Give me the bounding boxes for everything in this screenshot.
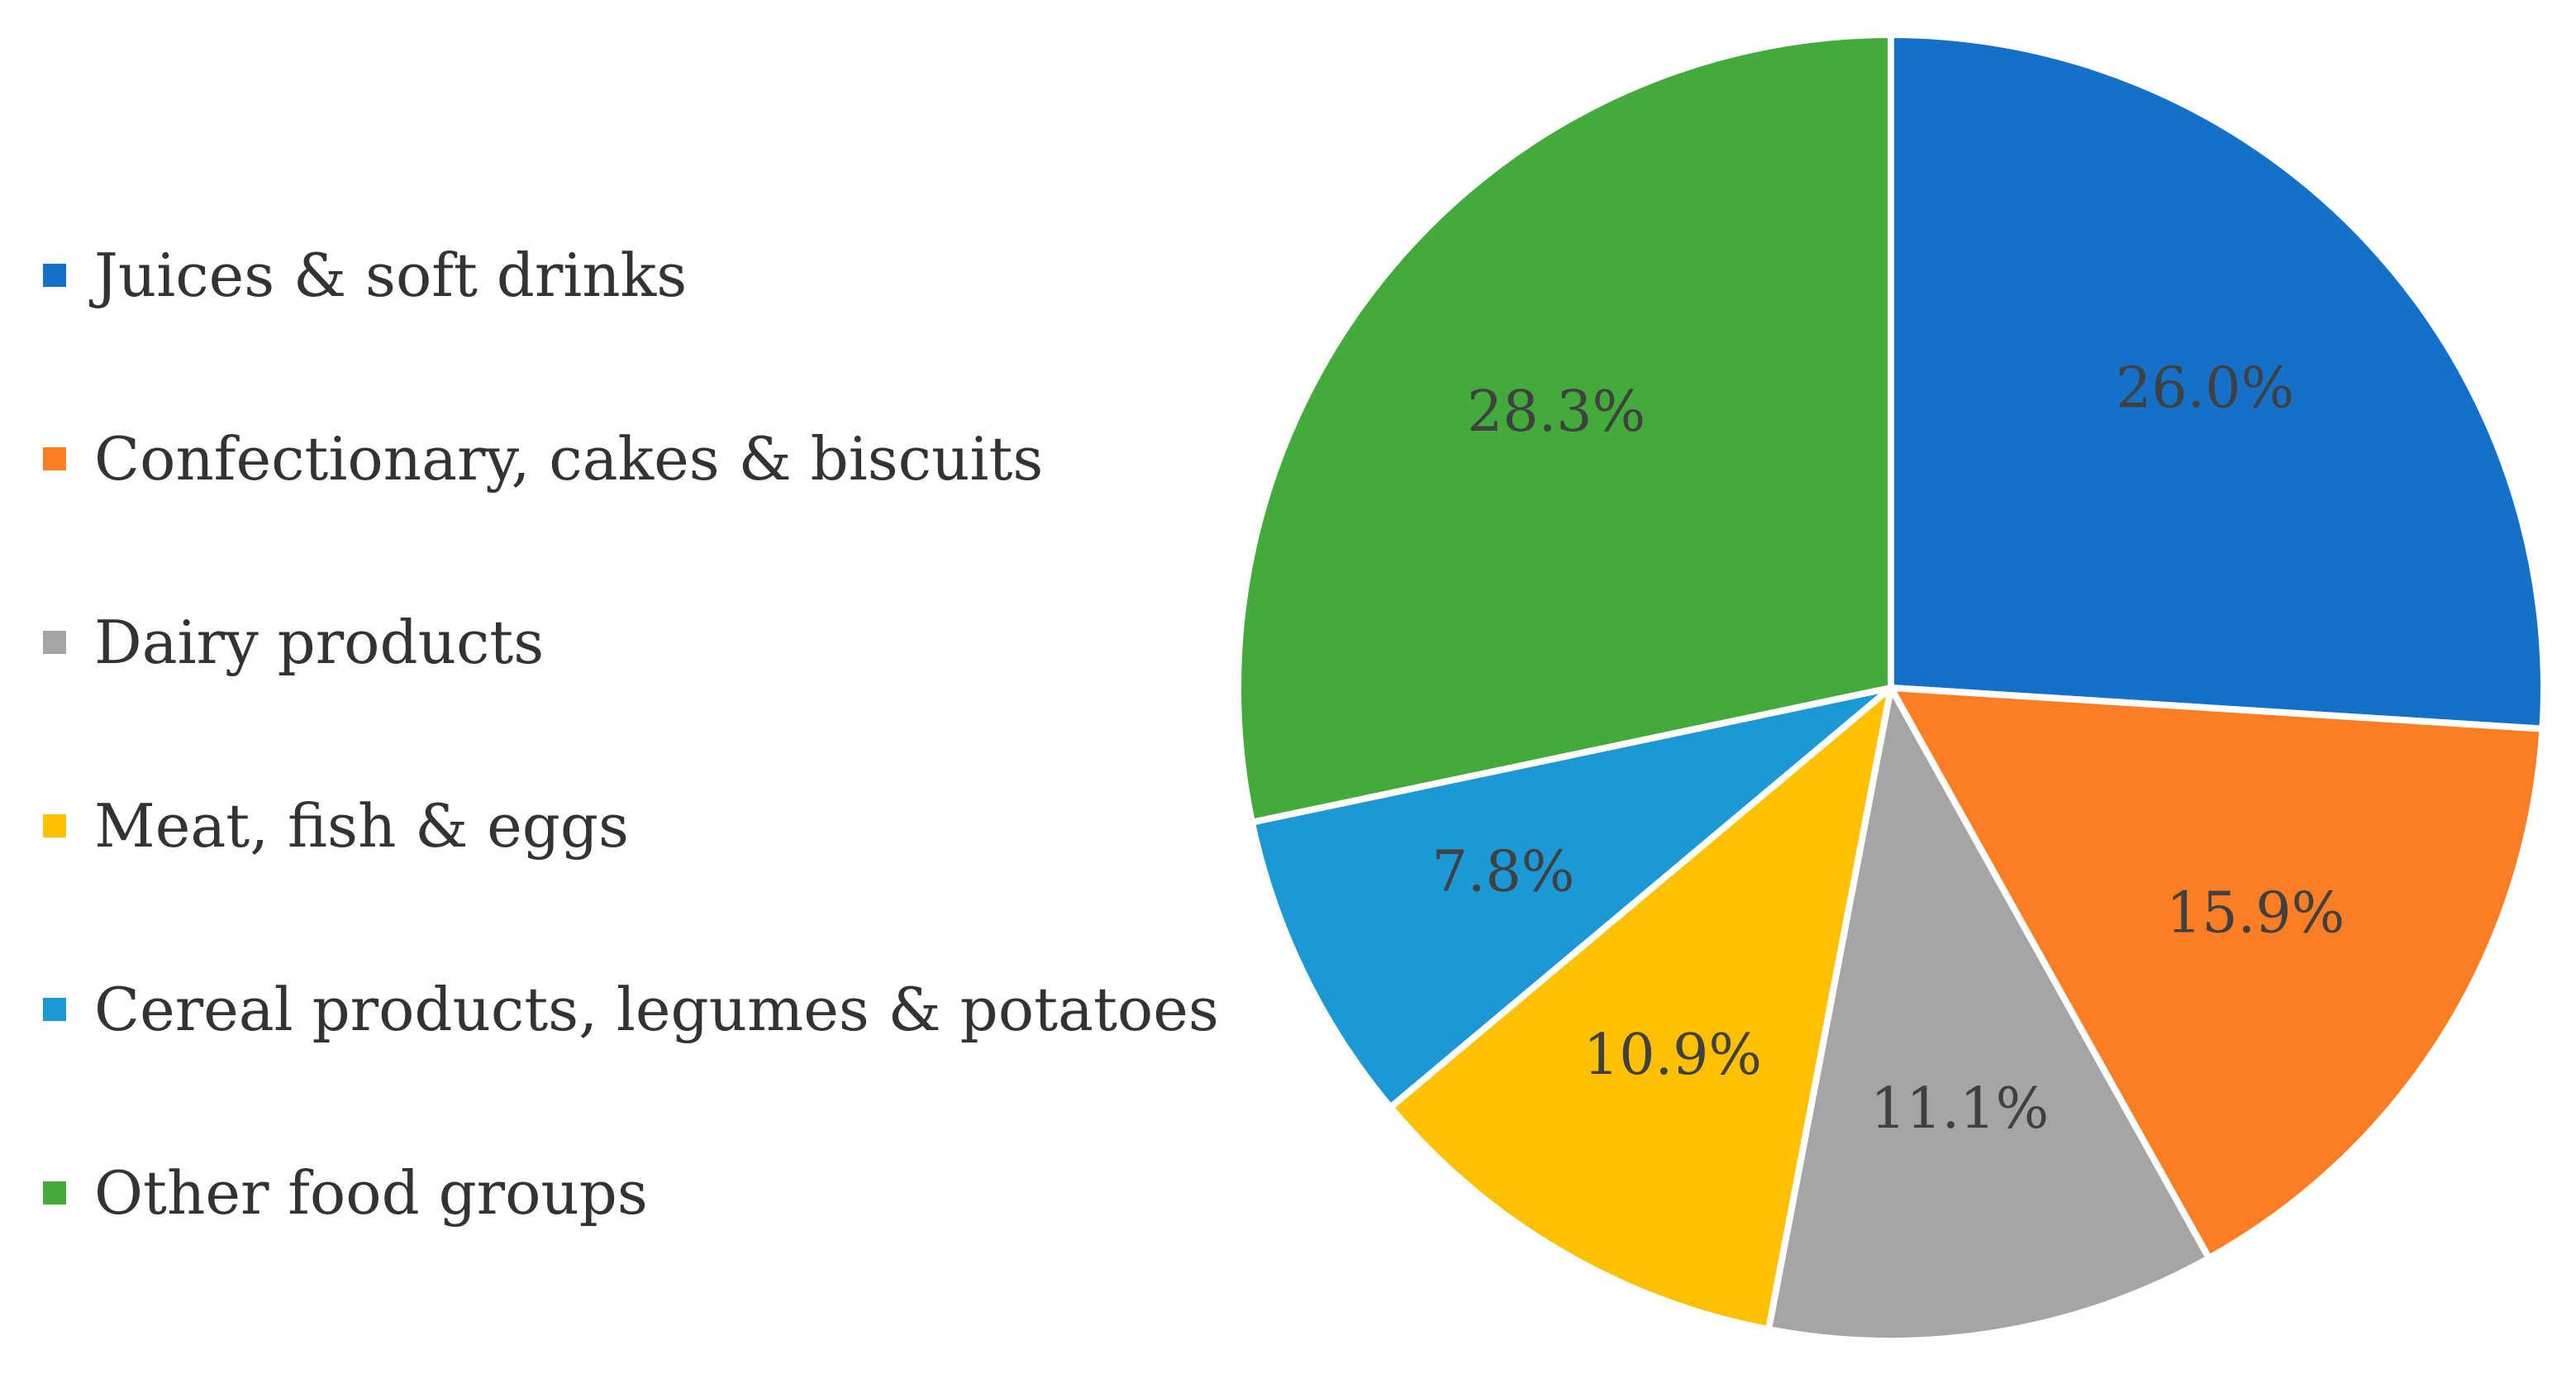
data-label-cereal-products-legumes-and-potatoes: 7.8%	[1432, 839, 1575, 904]
legend-label-confectionary: Confectionary, cakes & biscuits	[94, 424, 1044, 494]
pie-slice-cereal-products-legumes-and-potatoes	[1248, 685, 1894, 1111]
legend-swatch-other-food-groups	[43, 1181, 66, 1205]
pie-slice-meat-fish-and-eggs	[1387, 685, 1894, 1333]
data-label-meat-fish-and-eggs: 10.9%	[1583, 1023, 1762, 1088]
legend-item-dairy-products: Dairy products	[43, 551, 1250, 734]
data-label-confectionary-cakes-and-biscuits: 15.9%	[2166, 880, 2345, 946]
legend-label-cereal-products: Cereal products, legumes & potatoes	[94, 975, 1219, 1044]
data-label-dairy-products: 11.1%	[1870, 1076, 2049, 1142]
pie-slice-juices-and-soft-drinks	[1888, 31, 2547, 732]
data-label-other-food-groups: 28.3%	[1467, 379, 1645, 445]
pie-slice-dairy-products	[1764, 685, 2212, 1344]
legend-label-juices-soft-drinks: Juices & soft drinks	[94, 241, 688, 310]
pie-slice-confectionary-cakes-and-biscuits	[1888, 685, 2546, 1262]
legend-item-confectionary: Confectionary, cakes & biscuits	[43, 367, 1250, 551]
legend-label-dairy-products: Dairy products	[94, 608, 545, 677]
legend-swatch-confectionary	[43, 447, 66, 470]
legend-label-other-food-groups: Other food groups	[94, 1158, 648, 1228]
data-label-juices-and-soft-drinks: 26.0%	[2116, 356, 2294, 422]
legend-item-juices-soft-drinks: Juices & soft drinks	[43, 184, 1250, 367]
legend: Juices & soft drinks Confectionary, cake…	[43, 184, 1250, 1285]
pie-slice-other-food-groups	[1234, 31, 1894, 826]
legend-label-meat-fish-eggs: Meat, fish & eggs	[94, 791, 629, 861]
legend-swatch-juices-soft-drinks	[43, 264, 66, 287]
legend-item-meat-fish-eggs: Meat, fish & eggs	[43, 734, 1250, 918]
legend-swatch-meat-fish-eggs	[43, 814, 66, 837]
legend-swatch-dairy-products	[43, 631, 66, 654]
legend-swatch-cereal-products	[43, 998, 66, 1021]
legend-item-other-food-groups: Other food groups	[43, 1101, 1250, 1285]
legend-item-cereal-products: Cereal products, legumes & potatoes	[43, 918, 1250, 1101]
